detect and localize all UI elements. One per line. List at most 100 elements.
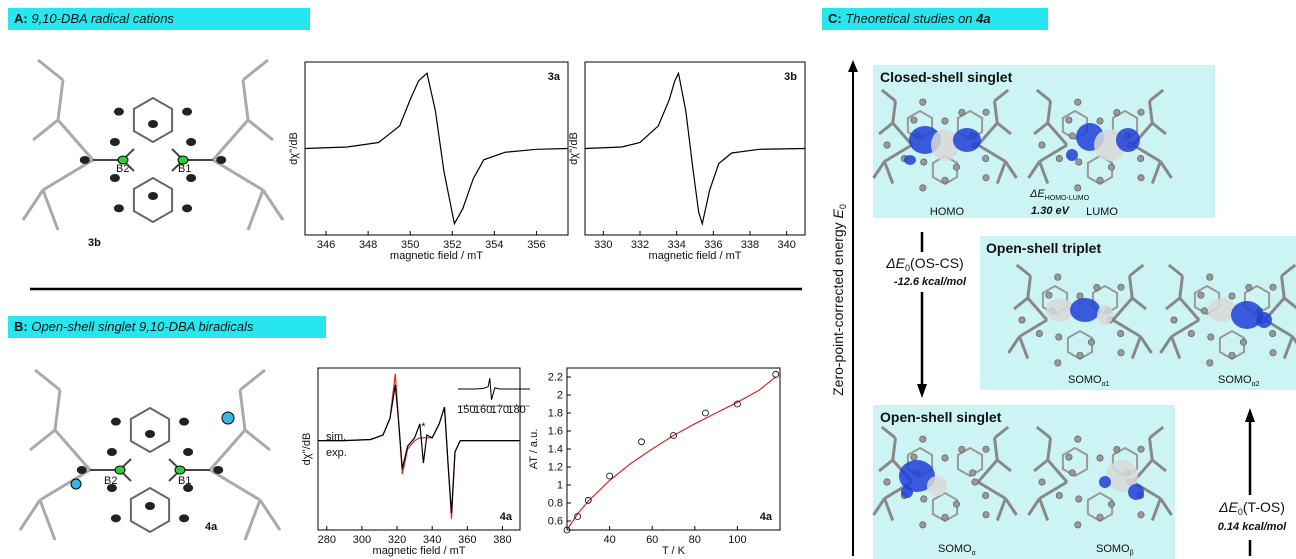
atom	[183, 448, 194, 456]
x-tick-label: 352	[443, 239, 461, 251]
atom	[148, 192, 158, 200]
atom	[1065, 116, 1073, 124]
chart-annotation: 4a	[500, 511, 513, 523]
x-axis-label: magnetic field / mT	[649, 250, 742, 262]
boron-atom	[174, 465, 186, 475]
x-tick-label: 340	[423, 534, 441, 546]
nitrogen-atom	[70, 478, 82, 490]
bond	[1046, 437, 1052, 461]
atom	[1117, 283, 1125, 291]
orbital-lobe	[1097, 305, 1113, 325]
atom	[971, 478, 979, 486]
orbital-lobe	[1231, 301, 1263, 329]
bond	[880, 88, 897, 103]
atom	[76, 466, 87, 474]
bond	[1128, 263, 1145, 278]
orbital-lobe	[901, 486, 913, 498]
atom	[1038, 478, 1046, 486]
atom	[958, 445, 966, 453]
bond	[56, 79, 65, 121]
atom	[1096, 176, 1104, 184]
bond	[1148, 425, 1165, 440]
bond	[1139, 335, 1153, 354]
bond	[1159, 497, 1173, 516]
atom	[106, 448, 117, 456]
x-tick-label: 356	[527, 239, 545, 251]
atom	[969, 469, 977, 477]
axis-label: Zero-point-corrected energy E0	[830, 204, 848, 396]
x-tick-label: 360	[458, 534, 476, 546]
ring	[956, 446, 984, 478]
y-tick-label: 2.2	[548, 372, 563, 384]
ring	[129, 406, 171, 454]
ring	[931, 491, 959, 523]
bond	[38, 499, 57, 541]
data-point	[734, 400, 741, 408]
boron-atom	[117, 155, 129, 165]
bond	[1159, 160, 1173, 179]
orbital-lobe	[931, 129, 959, 161]
transition-symbol: ΔE	[1218, 499, 1238, 515]
bond	[1148, 88, 1165, 103]
bond	[241, 79, 250, 121]
atom	[1207, 333, 1215, 341]
atom	[1197, 291, 1205, 299]
bond	[243, 499, 262, 541]
boron-atom	[177, 155, 189, 165]
atom	[1018, 316, 1026, 324]
x-tick-label: 60	[646, 534, 658, 546]
x-tick-label: 340	[777, 239, 795, 251]
orbital-sub: α	[972, 550, 976, 557]
bond	[1015, 263, 1032, 278]
x-tick-label: 348	[359, 239, 377, 251]
x-tick-label: 380	[493, 534, 511, 546]
compound-label: 4a	[205, 521, 218, 533]
bond	[1026, 275, 1032, 299]
bond	[53, 429, 92, 471]
bond	[1130, 335, 1142, 360]
atom	[1113, 445, 1121, 453]
x-tick-label: 334	[667, 239, 685, 251]
bond	[1151, 458, 1167, 473]
bond	[32, 118, 59, 142]
bond	[1046, 100, 1052, 124]
data-point	[606, 472, 613, 480]
panel-b-title: B: Open-shell singlet 9,10-DBA biradical…	[14, 319, 254, 334]
chart-annotation: 3b	[784, 71, 797, 83]
panel-compound: 4a	[975, 11, 990, 26]
orbital-lobe	[1128, 484, 1144, 500]
bond	[1026, 297, 1049, 321]
atom	[1076, 351, 1084, 359]
nitrogen-atom	[221, 411, 235, 425]
atom	[1075, 495, 1083, 503]
atom	[1074, 184, 1082, 192]
atom	[941, 454, 949, 462]
bond	[1035, 425, 1052, 440]
bond	[977, 480, 1007, 500]
atom	[883, 141, 891, 149]
inset-line	[458, 378, 530, 400]
atom	[1068, 469, 1076, 477]
compound-label: 3b	[88, 237, 101, 249]
bond	[1282, 335, 1294, 360]
bond	[996, 458, 1012, 473]
atom	[1038, 141, 1046, 149]
bond	[1150, 160, 1162, 185]
y-tick-label: 1.4	[548, 444, 563, 456]
atom	[1074, 98, 1082, 106]
x-tick-label: 100	[728, 534, 746, 546]
atom	[1200, 307, 1208, 315]
atom	[1075, 158, 1083, 166]
atom	[982, 174, 990, 182]
bond	[1038, 143, 1068, 163]
atom	[113, 107, 124, 116]
bond	[1027, 160, 1041, 179]
atom	[1054, 359, 1062, 367]
transition-sub: 0	[1238, 507, 1243, 517]
y-axis-label: AT / a.u.	[528, 429, 540, 470]
atom	[910, 116, 918, 124]
atom	[1117, 349, 1125, 357]
bond	[872, 497, 886, 516]
atom	[1137, 154, 1145, 162]
